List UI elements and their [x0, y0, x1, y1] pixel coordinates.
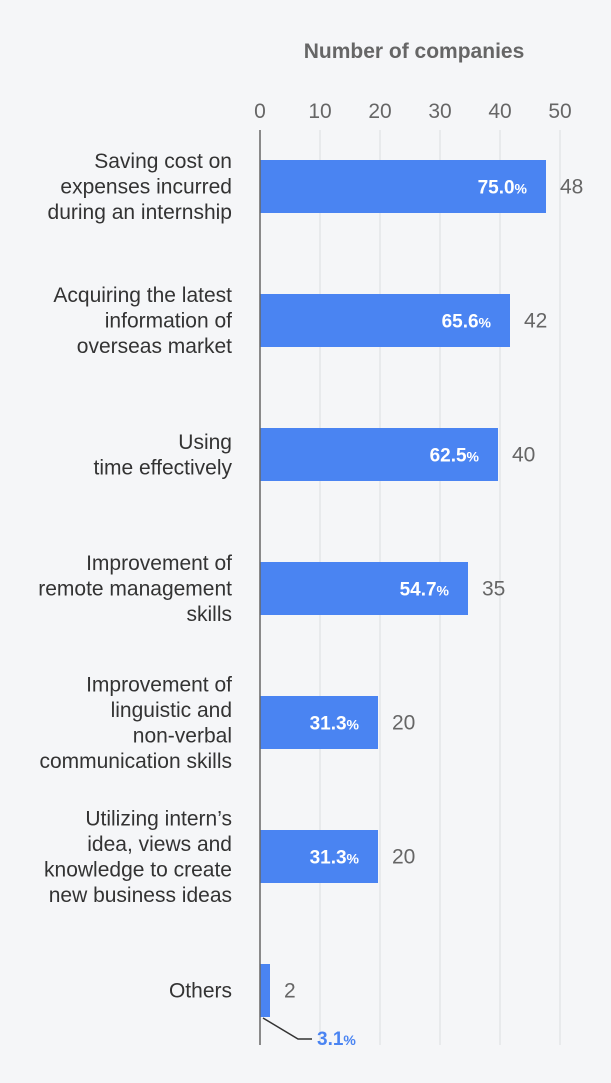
- category-label: Improvement of: [86, 673, 232, 696]
- category-label: time effectively: [94, 456, 233, 479]
- bar: [260, 696, 378, 749]
- category-label: Using: [178, 431, 232, 454]
- percentage-label: 62.5%: [430, 446, 480, 467]
- percentage-label: 54.7%: [400, 580, 450, 601]
- value-label: 35: [482, 578, 505, 601]
- x-tick-label: 20: [368, 100, 391, 123]
- category-label: Utilizing intern’s: [85, 807, 232, 830]
- category-label: remote management: [38, 578, 232, 601]
- bar: [260, 428, 498, 481]
- category-label: communication skills: [39, 750, 232, 773]
- percentage-label: 75.0%: [478, 178, 528, 199]
- x-tick-label: 30: [428, 100, 451, 123]
- bars: [260, 160, 546, 1017]
- category-label: new business ideas: [49, 884, 232, 907]
- x-axis-title: Number of companies: [304, 40, 525, 63]
- value-label: 20: [392, 846, 415, 869]
- x-tick-label: 10: [308, 100, 331, 123]
- value-label: 20: [392, 712, 415, 735]
- percentage-label: 31.3%: [310, 714, 360, 735]
- category-label: knowledge to create: [44, 858, 232, 881]
- value-label: 2: [284, 980, 296, 1003]
- value-labels: 48 75.0% 42 65.6% 40 62.5% 35 54.7% 20 31.3% 20 31.…: [262, 176, 583, 1050]
- percentage-label: 65.6%: [442, 312, 492, 333]
- bar: [260, 964, 270, 1017]
- x-tick-labels: 0 10 20 30 40 50: [254, 100, 572, 123]
- x-tick-label: 50: [548, 100, 571, 123]
- category-label: during an internship: [48, 201, 232, 224]
- category-label: Saving cost on: [94, 150, 232, 173]
- bar: [260, 562, 468, 615]
- category-label: non-verbal: [133, 724, 232, 747]
- percentage-leader-line: [262, 1017, 312, 1040]
- category-label: skills: [187, 603, 233, 626]
- category-label: expenses incurred: [60, 176, 232, 199]
- bar: [260, 830, 378, 883]
- percentage-label: 31.3%: [310, 848, 360, 869]
- bar: [260, 160, 546, 213]
- category-label: information of: [105, 310, 232, 333]
- category-label: Improvement of: [86, 552, 232, 575]
- value-label: 42: [524, 310, 547, 333]
- value-label: 48: [560, 176, 583, 199]
- value-label: 40: [512, 444, 535, 467]
- bar: [260, 294, 510, 347]
- category-label: Acquiring the latest: [53, 284, 232, 307]
- x-tick-label: 40: [488, 100, 511, 123]
- category-label: overseas market: [77, 335, 232, 358]
- category-label: linguistic and: [111, 699, 232, 722]
- category-label: idea, views and: [87, 833, 232, 856]
- x-tick-label: 0: [254, 100, 266, 123]
- percentage-label: 3.1%: [317, 1029, 356, 1050]
- category-label: Others: [169, 980, 232, 1003]
